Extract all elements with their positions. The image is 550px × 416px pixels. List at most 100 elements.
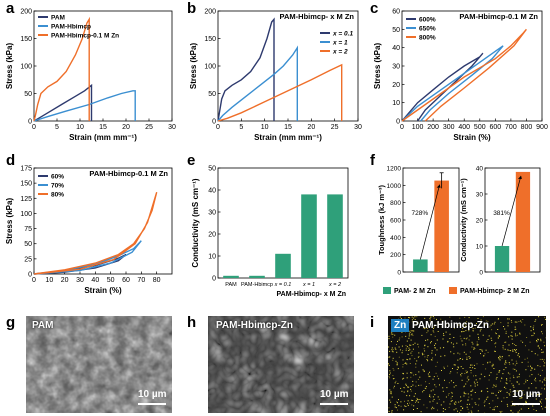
zn-dot xyxy=(441,370,442,371)
zn-dot xyxy=(544,379,546,381)
zn-dot xyxy=(396,344,397,345)
zn-dot xyxy=(416,400,418,402)
zn-dot xyxy=(396,401,398,403)
zn-dot xyxy=(462,344,464,346)
x-tick-label-a: 25 xyxy=(145,124,153,131)
zn-dot xyxy=(496,373,498,375)
zn-dot xyxy=(421,334,423,336)
zn-dot xyxy=(418,346,419,348)
zn-dot xyxy=(409,317,411,319)
zn-dot xyxy=(504,328,506,330)
zn-dot xyxy=(477,384,479,386)
zn-dot xyxy=(495,332,496,334)
zn-dot xyxy=(480,319,482,321)
zn-dot xyxy=(445,331,447,333)
x-tick-label-d: 0 xyxy=(32,277,36,284)
zn-dot xyxy=(531,374,533,376)
zn-dot xyxy=(406,372,408,374)
zn-dot xyxy=(404,387,406,389)
legend-swatch-f-0 xyxy=(383,287,391,294)
zn-dot xyxy=(388,335,390,337)
zn-dot xyxy=(474,348,476,349)
zn-dot xyxy=(422,369,424,371)
zn-dot xyxy=(415,322,417,324)
zn-dot xyxy=(468,323,470,325)
zn-dot xyxy=(500,390,501,392)
zn-dot xyxy=(436,318,437,320)
zn-dot xyxy=(453,364,455,366)
x-tick-label-c: 300 xyxy=(443,124,455,131)
zn-dot xyxy=(506,403,508,405)
zn-dot xyxy=(458,401,460,403)
zn-dot xyxy=(413,374,415,376)
y-tick-label-b: 150 xyxy=(204,36,216,43)
zn-dot xyxy=(524,358,526,360)
arrow-head-f2 xyxy=(517,175,522,179)
zn-dot xyxy=(498,390,500,392)
zn-dot xyxy=(487,362,489,364)
zn-dot xyxy=(518,376,520,378)
zn-dot xyxy=(493,384,495,386)
zn-dot xyxy=(476,341,478,343)
zn-dot xyxy=(402,366,404,368)
zn-dot xyxy=(395,407,397,409)
zn-dot xyxy=(446,387,448,389)
zn-dot xyxy=(465,353,467,355)
zn-dot xyxy=(400,387,402,389)
zn-dot xyxy=(412,400,414,401)
zn-dot xyxy=(494,321,496,323)
zn-dot xyxy=(423,353,425,355)
zn-dot xyxy=(518,383,520,385)
zn-dot xyxy=(408,386,410,388)
zn-dot xyxy=(401,352,403,354)
zn-dot xyxy=(514,344,515,345)
zn-dot xyxy=(481,390,483,392)
zn-dot xyxy=(466,359,468,360)
zn-dot xyxy=(541,405,542,407)
zn-dot xyxy=(430,390,432,392)
zn-dot xyxy=(493,368,495,369)
zn-dot xyxy=(443,401,445,403)
zn-dot xyxy=(479,378,481,380)
zn-dot xyxy=(495,386,497,388)
zn-dot xyxy=(405,362,407,364)
zn-dot xyxy=(498,391,499,393)
zn-dot xyxy=(406,346,408,348)
zn-dot xyxy=(464,373,466,374)
zn-dot xyxy=(543,379,545,381)
zn-dot xyxy=(479,330,481,332)
zn-dot xyxy=(414,316,416,318)
zn-dot xyxy=(500,390,502,392)
y-tick-label-f1: 1200 xyxy=(387,166,402,173)
zn-dot xyxy=(505,388,507,390)
zn-dot xyxy=(450,371,452,373)
x-tick-label-c: 500 xyxy=(474,124,486,131)
zn-dot xyxy=(430,342,431,344)
y-tick-label-f1: 0 xyxy=(397,270,401,277)
zn-dot xyxy=(512,343,514,345)
zn-dot xyxy=(464,322,466,324)
zn-dot xyxy=(417,343,419,345)
zn-dot xyxy=(528,349,530,351)
zn-dot xyxy=(512,412,514,413)
zn-dot xyxy=(402,359,404,361)
y-tick-label-c: 20 xyxy=(392,82,400,89)
category-label-e-1: PAM-Hbimcp xyxy=(241,282,273,288)
zn-dot xyxy=(449,403,451,405)
y-tick-label-c: 10 xyxy=(392,100,400,107)
zn-dot xyxy=(403,373,404,375)
zn-dot xyxy=(503,387,505,388)
zn-dot xyxy=(449,372,451,374)
y-axis-label-e: Conductivity (mS cm⁻¹) xyxy=(191,178,200,267)
zn-dot xyxy=(472,389,474,391)
zn-dot xyxy=(492,392,494,394)
zn-dot xyxy=(539,393,541,395)
zn-dot xyxy=(451,392,453,394)
y-tick-label-c: 60 xyxy=(392,9,400,16)
y-axis-label-d: Stress (kPa) xyxy=(5,198,14,245)
zn-dot xyxy=(465,338,467,340)
zn-dot xyxy=(401,390,403,392)
zn-dot xyxy=(397,383,399,384)
zn-dot xyxy=(467,408,469,410)
zn-dot xyxy=(511,335,513,337)
